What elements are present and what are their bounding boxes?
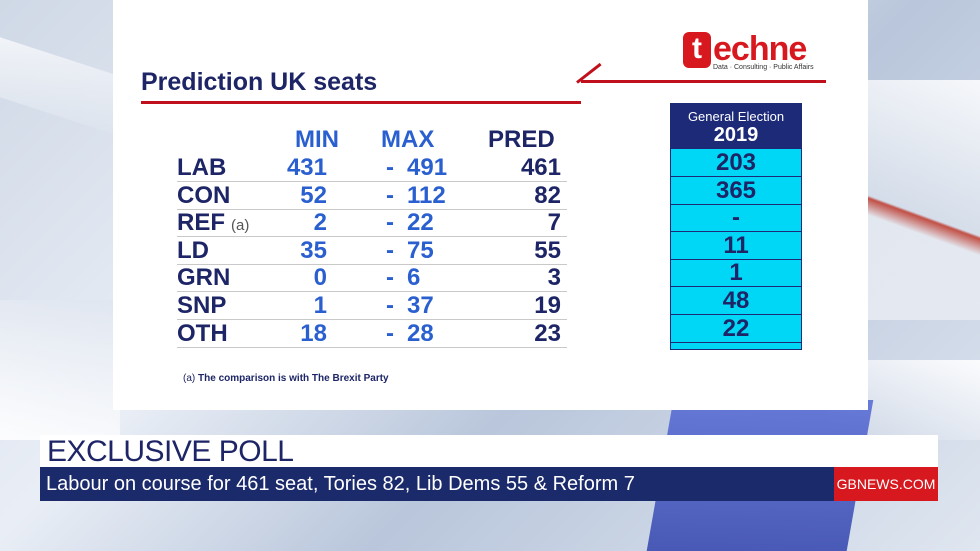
general-election-header: General Election 2019 xyxy=(670,103,802,148)
ge2019-value: 22 xyxy=(671,315,801,343)
headline-bar: EXCLUSIVE POLL xyxy=(40,435,938,468)
pred-value: 82 xyxy=(534,181,561,209)
min-header: MIN xyxy=(295,126,339,153)
max-value: 491 xyxy=(407,154,448,181)
background-stripe xyxy=(860,80,980,320)
pred-value: 3 xyxy=(547,264,561,292)
party-label: GRN xyxy=(177,264,231,292)
max-value: 22 xyxy=(407,209,434,237)
logo-t-box: t xyxy=(683,32,711,68)
ticker-text: Labour on course for 461 seat, Tories 82… xyxy=(46,473,635,495)
table-row: REF (a) 2 -22 7 xyxy=(177,209,567,238)
party-label: OTH xyxy=(177,319,228,347)
ge2019-value: 1 xyxy=(671,259,801,288)
party-name: GRN xyxy=(177,264,230,292)
party-name: REF (a) xyxy=(177,209,249,237)
logo-wordmark: echne xyxy=(713,30,807,68)
party-label: LD xyxy=(177,236,209,264)
min-value: 35 xyxy=(300,236,327,264)
max-value: 112 xyxy=(407,181,446,209)
pred-value: 7 xyxy=(547,209,561,237)
table-row: GRN 0 -6 3 xyxy=(177,264,567,293)
range-dash: - xyxy=(386,181,394,209)
ge2019-column: 203 365-11 1 48 22 xyxy=(670,148,802,350)
gbnews-brand: GBNEWS.COM xyxy=(834,467,938,501)
min-value: 52 xyxy=(300,181,327,209)
party-name: OTH xyxy=(177,320,228,348)
party-name: SNP xyxy=(177,292,226,320)
headline-text: EXCLUSIVE POLL xyxy=(47,435,294,468)
min-value: 431 xyxy=(286,154,327,181)
table-row: SNP 1 -37 19 xyxy=(177,292,567,320)
min-value: 2 xyxy=(313,209,327,237)
ge-header-label: General Election xyxy=(687,109,785,124)
party-name: CON xyxy=(177,182,230,210)
min-value: 0 xyxy=(313,264,327,292)
table-row: LD 35 -75 55 xyxy=(177,237,567,265)
table-row: LAB 431 -491 461 xyxy=(177,154,567,182)
ge2019-value: - xyxy=(671,204,801,233)
ge2019-value: 203 xyxy=(671,149,801,177)
party-label: REF xyxy=(177,209,225,237)
min-value: 18 xyxy=(300,319,327,347)
footnote-text: The comparison is with The Brexit Party xyxy=(198,373,389,384)
ge2019-value: 11 xyxy=(671,232,801,260)
ge-header-year: 2019 xyxy=(713,124,759,146)
party-note: (a) xyxy=(231,217,250,235)
pred-header: PRED xyxy=(488,126,555,153)
max-value: 6 xyxy=(407,264,421,292)
ge2019-value: 48 xyxy=(671,287,801,315)
max-value: 37 xyxy=(407,292,434,319)
logo-tagline: Data · Consulting · Public Affairs xyxy=(713,64,814,71)
techne-logo: t echne Data · Consulting · Public Affai… xyxy=(683,30,823,74)
title-underline-upper xyxy=(581,80,826,83)
range-dash: - xyxy=(386,264,394,292)
ge2019-value: 365 xyxy=(671,177,801,205)
table-row: CON 52 -112 82 xyxy=(177,182,567,210)
max-value: 75 xyxy=(407,236,434,264)
graphic-title: Prediction UK seats xyxy=(141,68,378,96)
range-dash: - xyxy=(386,292,394,319)
party-label: SNP xyxy=(177,292,227,319)
range-dash: - xyxy=(386,319,394,347)
party-name: LAB xyxy=(177,154,226,182)
pred-value: 23 xyxy=(534,319,561,347)
footnote-marker: (a) xyxy=(183,373,196,384)
party-name: LD xyxy=(177,237,209,265)
poll-graphic-card: t echne Data · Consulting · Public Affai… xyxy=(113,0,868,410)
pred-value: 55 xyxy=(534,236,561,264)
pred-value: 461 xyxy=(520,154,561,181)
footnote: (a) The comparison is with The Brexit Pa… xyxy=(183,373,389,384)
pred-value: 19 xyxy=(534,292,561,319)
background-stripe xyxy=(0,300,120,440)
max-value: 28 xyxy=(407,319,434,347)
party-label: CON xyxy=(177,181,231,209)
party-label: LAB xyxy=(177,154,227,181)
range-dash: - xyxy=(386,154,394,181)
range-dash: - xyxy=(386,209,394,237)
max-header: MAX xyxy=(381,126,435,153)
table-row: OTH 18 -28 23 xyxy=(177,320,567,348)
min-value: 1 xyxy=(313,292,327,319)
range-dash: - xyxy=(386,236,394,264)
title-underline xyxy=(141,101,581,104)
ticker-bar: Labour on course for 461 seat, Tories 82… xyxy=(40,467,938,501)
